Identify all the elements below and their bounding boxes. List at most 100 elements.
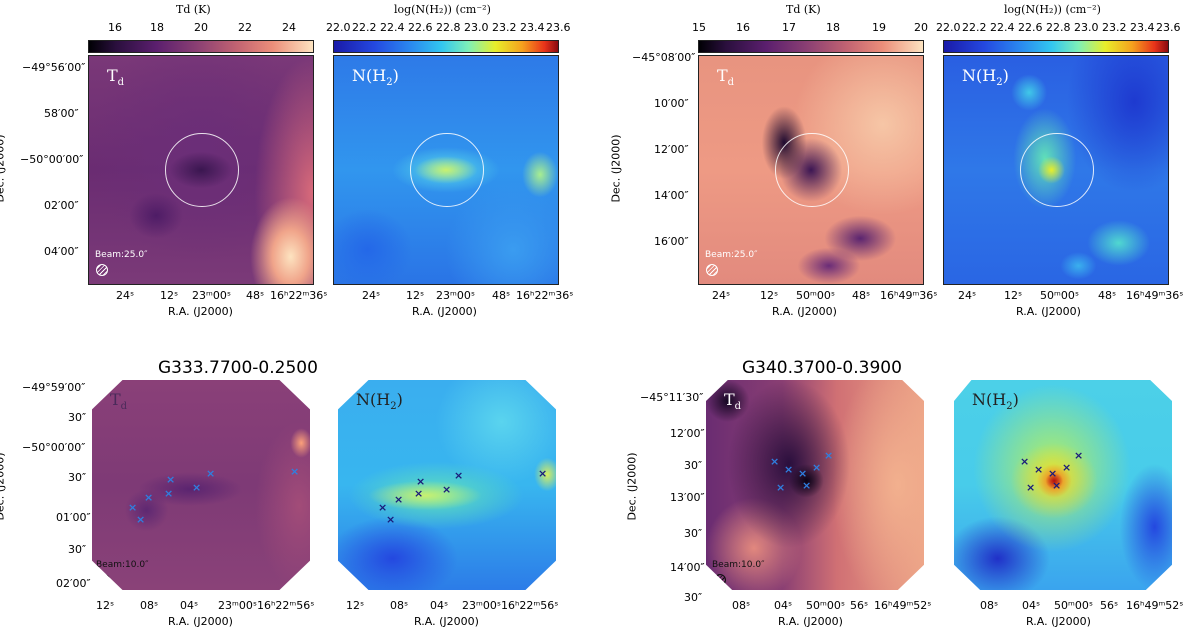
beam-label: Beam:25.0″: [95, 250, 148, 260]
td-tick: 19: [872, 21, 886, 34]
core-marker: ×: [824, 449, 834, 462]
aperture-circle: [1020, 133, 1094, 207]
td-tick: 24: [282, 21, 296, 34]
source-title: G340.3700-0.3900: [742, 358, 902, 378]
ra-tick: 56ˢ: [1100, 599, 1119, 612]
nh2-tick: 23.4: [1130, 21, 1155, 34]
nh2-colorbar: [943, 40, 1169, 53]
ra-tick: 04ˢ: [180, 599, 199, 612]
dec-tick: 30″: [68, 471, 87, 484]
beam-icon: [706, 264, 718, 276]
td-tick: 20: [914, 21, 928, 34]
dec-tick: −50°00′00″: [20, 153, 84, 166]
dec-tick: 02′00″: [56, 577, 91, 590]
td-tick: 18: [150, 21, 164, 34]
nh2-tick: 22.6: [408, 21, 433, 34]
nh2-colorbar: [333, 40, 559, 53]
td-tick: 17: [782, 21, 796, 34]
td-tick: 16: [108, 21, 122, 34]
nh2-tick: 22.0: [936, 21, 961, 34]
dec-tick: 14′00″: [654, 189, 689, 202]
dec-tick: 10′00″: [654, 97, 689, 110]
ra-tick: 12ˢ: [96, 599, 115, 612]
ra-tick: 23ᵐ00ˢ: [436, 289, 475, 302]
ra-tick: 08ˢ: [732, 599, 751, 612]
ra-tick: 23ᵐ00ˢ16ʰ22ᵐ56ˢ: [462, 599, 559, 612]
ra-tick: 04ˢ: [774, 599, 793, 612]
core-marker: ×: [290, 465, 300, 478]
ra-axis-label: R.A. (J2000): [1016, 305, 1081, 318]
dec-tick: 12′00″: [670, 427, 705, 440]
ra-tick: 08ˢ: [390, 599, 409, 612]
td-colorbar: [698, 40, 924, 53]
ra-tick: 50ᵐ00ˢ: [1054, 599, 1093, 612]
ra-axis-label: R.A. (J2000): [168, 305, 233, 318]
dec-tick: −45°08′00″: [632, 51, 696, 64]
ra-axis-label: R.A. (J2000): [168, 615, 233, 628]
core-marker: ×: [1048, 467, 1058, 480]
nh2-tick: 23.2: [492, 21, 517, 34]
nh2-tick: 23.4: [520, 21, 545, 34]
core-marker: ×: [144, 491, 154, 504]
td-panel-tag: Td: [107, 66, 125, 89]
dec-tick: −45°11′30″: [640, 391, 704, 404]
core-marker: ×: [128, 501, 138, 514]
ra-tick: 50ᵐ00ˢ: [1040, 289, 1079, 302]
td-tick: 22: [238, 21, 252, 34]
core-marker: ×: [802, 479, 812, 492]
dec-tick: 01′00″: [56, 511, 91, 524]
nh2-map-bottom-left: N(H2) × × × × × × × ×: [338, 380, 556, 590]
core-marker: ×: [378, 501, 388, 514]
core-marker: ×: [192, 481, 202, 494]
beam-label: Beam:25.0″: [705, 250, 758, 260]
core-marker: ×: [538, 467, 548, 480]
nh2-tick: 22.2: [352, 21, 377, 34]
td-tick: 16: [736, 21, 750, 34]
ra-tick: 16ʰ49ᵐ36ˢ: [880, 289, 938, 302]
td-panel-tag: Td: [717, 66, 735, 89]
td-colorbar-label: Td (K): [786, 3, 821, 16]
ra-axis-label: R.A. (J2000): [772, 305, 837, 318]
ra-tick: 08ˢ: [980, 599, 999, 612]
nh2-tick: 22.6: [1018, 21, 1043, 34]
ra-tick: 23ᵐ00ˢ16ʰ22ᵐ56ˢ: [218, 599, 315, 612]
ra-tick: 12ˢ: [160, 289, 179, 302]
core-marker: ×: [416, 475, 426, 488]
core-marker: ×: [1026, 481, 1036, 494]
dec-tick: 04′00″: [44, 245, 79, 258]
td-map-bottom-left: Td × × × × × × × × Beam:10.0″: [92, 380, 310, 590]
core-marker: ×: [1074, 449, 1084, 462]
aperture-circle: [165, 133, 239, 207]
core-marker: ×: [136, 513, 146, 526]
ra-tick: 04ˢ: [1022, 599, 1041, 612]
core-marker: ×: [776, 481, 786, 494]
dec-axis-label: Dec. (J2000): [0, 452, 7, 521]
nh2-tick: 22.4: [380, 21, 405, 34]
nh2-panel-tag: N(H2): [356, 390, 403, 413]
core-marker: ×: [770, 455, 780, 468]
nh2-colorbar-label: log(N(H₂)) (cm⁻²): [394, 3, 491, 16]
ra-tick: 50ᵐ00ˢ: [796, 289, 835, 302]
td-colorbar-label: Td (K): [176, 3, 211, 16]
beam-icon: [714, 574, 726, 586]
ra-tick: 24ˢ: [362, 289, 381, 302]
td-tick: 20: [194, 21, 208, 34]
ra-tick: 23ᵐ00ˢ: [192, 289, 231, 302]
td-tick: 18: [826, 21, 840, 34]
dec-tick: 13′00″: [670, 491, 705, 504]
nh2-tick: 22.2: [962, 21, 987, 34]
dec-axis-label: Dec. (J2000): [0, 134, 7, 203]
dec-tick: 30″: [68, 543, 87, 556]
nh2-panel-tag: N(H2): [972, 390, 1019, 413]
core-marker: ×: [414, 487, 424, 500]
nh2-panel-tag: N(H2): [962, 66, 1009, 89]
nh2-tick: 23.6: [546, 21, 571, 34]
dec-tick: 30″: [68, 411, 87, 424]
aperture-circle: [410, 133, 484, 207]
ra-tick: 12ˢ: [346, 599, 365, 612]
nh2-tick: 23.0: [1074, 21, 1099, 34]
ra-axis-label: R.A. (J2000): [1026, 615, 1091, 628]
dec-tick: 14′00″: [670, 561, 705, 574]
ra-tick: 16ʰ49ᵐ52ˢ: [874, 599, 932, 612]
nh2-colorbar-label: log(N(H₂)) (cm⁻²): [1004, 3, 1101, 16]
